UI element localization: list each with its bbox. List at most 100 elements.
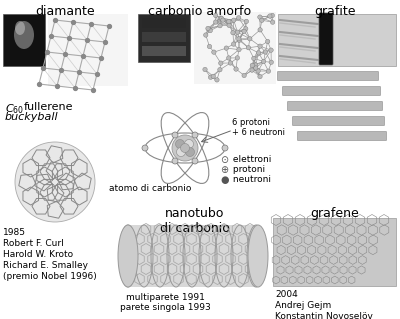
Circle shape [269, 48, 273, 52]
Circle shape [222, 145, 228, 151]
Bar [273, 218, 396, 286]
Circle shape [211, 74, 216, 78]
Circle shape [172, 158, 178, 164]
Circle shape [208, 28, 212, 33]
Text: ⊙: ⊙ [220, 155, 228, 165]
Circle shape [221, 18, 225, 22]
Circle shape [206, 26, 210, 31]
Circle shape [248, 37, 252, 41]
Circle shape [214, 20, 218, 24]
Circle shape [226, 56, 231, 60]
Circle shape [252, 56, 256, 61]
Circle shape [235, 56, 240, 60]
Circle shape [258, 15, 262, 19]
Circle shape [246, 46, 251, 50]
Circle shape [235, 30, 240, 34]
Circle shape [192, 158, 198, 164]
Text: fullerene: fullerene [24, 102, 74, 112]
Circle shape [218, 24, 222, 28]
Circle shape [186, 147, 194, 157]
Circle shape [208, 75, 213, 79]
Circle shape [232, 18, 236, 22]
Circle shape [207, 27, 211, 31]
Circle shape [207, 44, 212, 49]
FancyBboxPatch shape [278, 71, 378, 80]
Circle shape [269, 60, 274, 64]
Text: grafite: grafite [314, 5, 356, 18]
Circle shape [232, 42, 236, 46]
Text: diamante: diamante [35, 5, 95, 18]
Circle shape [256, 69, 260, 73]
Circle shape [237, 38, 242, 42]
Circle shape [237, 48, 241, 52]
Ellipse shape [118, 225, 138, 287]
Circle shape [234, 67, 238, 71]
Ellipse shape [248, 225, 268, 287]
Circle shape [266, 39, 270, 44]
Circle shape [192, 132, 198, 138]
Text: 2004
Andrej Gejm
Konstantin Novoselöv
(premio Nobel 2010): 2004 Andrej Gejm Konstantin Novoselöv (p… [275, 290, 373, 319]
Circle shape [268, 14, 272, 18]
Text: nanotubo
di carbonio: nanotubo di carbonio [160, 207, 230, 235]
Circle shape [227, 19, 231, 24]
Circle shape [236, 16, 241, 20]
Text: grafene: grafene [311, 207, 359, 220]
Circle shape [218, 68, 222, 72]
FancyBboxPatch shape [292, 116, 384, 125]
Ellipse shape [15, 21, 25, 35]
Text: neutroni: neutroni [230, 175, 271, 184]
Bar [48, 14, 128, 86]
Bar [128, 225, 258, 287]
Circle shape [242, 29, 246, 33]
Bar [142, 18, 186, 28]
Circle shape [266, 69, 271, 73]
Text: ⊕: ⊕ [220, 165, 228, 175]
Circle shape [260, 18, 264, 23]
Circle shape [242, 73, 246, 78]
Circle shape [258, 28, 262, 32]
Circle shape [218, 61, 223, 65]
Circle shape [244, 26, 248, 31]
Circle shape [227, 23, 231, 27]
Circle shape [254, 63, 258, 67]
Circle shape [263, 50, 268, 54]
Text: 6 protoni
+ 6 neutroni: 6 protoni + 6 neutroni [232, 118, 285, 137]
FancyBboxPatch shape [298, 131, 386, 140]
Circle shape [203, 67, 207, 72]
Circle shape [219, 16, 224, 20]
Circle shape [212, 50, 216, 54]
FancyBboxPatch shape [288, 101, 382, 110]
Text: carbonio amorfo: carbonio amorfo [148, 5, 252, 18]
Circle shape [204, 33, 208, 37]
Circle shape [228, 61, 233, 65]
Bar [3, 14, 45, 66]
Circle shape [218, 16, 222, 20]
Circle shape [270, 13, 274, 18]
Text: multiparete 1991
parete singola 1993: multiparete 1991 parete singola 1993 [120, 293, 210, 312]
Bar [278, 14, 396, 66]
Circle shape [270, 20, 275, 24]
Circle shape [15, 142, 95, 222]
Bar [142, 46, 186, 56]
Text: protoni: protoni [230, 165, 265, 174]
Circle shape [180, 144, 190, 152]
Circle shape [258, 44, 262, 48]
Circle shape [250, 68, 254, 72]
Text: $C_{60}$: $C_{60}$ [5, 102, 24, 116]
Circle shape [215, 78, 219, 82]
Text: buckyball: buckyball [5, 112, 59, 122]
Bar [194, 12, 276, 84]
Ellipse shape [14, 21, 34, 49]
FancyBboxPatch shape [282, 86, 380, 95]
Circle shape [172, 132, 178, 138]
Circle shape [262, 59, 266, 64]
Circle shape [184, 139, 194, 149]
Circle shape [256, 51, 261, 55]
Text: ●: ● [220, 175, 228, 185]
Bar [138, 14, 190, 62]
Circle shape [250, 63, 254, 68]
Text: 1985
Robert F. Curl
Harold W. Kroto
Richard E. Smalley
(premio Nobel 1996): 1985 Robert F. Curl Harold W. Kroto Rich… [3, 228, 97, 281]
Bar [142, 32, 186, 42]
Text: elettroni: elettroni [230, 155, 271, 164]
Circle shape [258, 74, 262, 79]
